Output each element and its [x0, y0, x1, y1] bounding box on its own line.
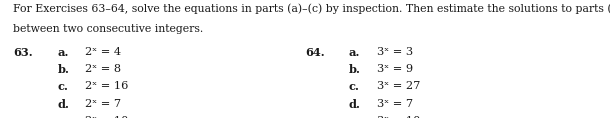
Text: 3ˣ = 10: 3ˣ = 10	[377, 116, 420, 118]
Text: For Exercises 63–64, solve the equations in parts (a)–(c) by inspection. Then es: For Exercises 63–64, solve the equations…	[13, 4, 610, 14]
Text: b.: b.	[57, 64, 69, 75]
Text: 2ˣ = 7: 2ˣ = 7	[85, 99, 121, 109]
Text: 3ˣ = 3: 3ˣ = 3	[377, 47, 413, 57]
Text: between two consecutive integers.: between two consecutive integers.	[13, 24, 204, 34]
Text: 3ˣ = 7: 3ˣ = 7	[377, 99, 413, 109]
Text: 64.: 64.	[305, 47, 325, 58]
Text: 63.: 63.	[13, 47, 33, 58]
Text: c.: c.	[349, 81, 360, 92]
Text: a.: a.	[349, 47, 361, 58]
Text: d.: d.	[349, 99, 361, 110]
Text: d.: d.	[57, 99, 69, 110]
Text: 3ˣ = 27: 3ˣ = 27	[377, 81, 420, 91]
Text: 2ˣ = 4: 2ˣ = 4	[85, 47, 121, 57]
Text: 3ˣ = 9: 3ˣ = 9	[377, 64, 413, 74]
Text: a.: a.	[57, 47, 69, 58]
Text: e.: e.	[349, 116, 360, 118]
Text: b.: b.	[349, 64, 361, 75]
Text: 2ˣ = 16: 2ˣ = 16	[85, 81, 129, 91]
Text: c.: c.	[57, 81, 68, 92]
Text: 2ˣ = 8: 2ˣ = 8	[85, 64, 121, 74]
Text: e.: e.	[57, 116, 68, 118]
Text: 2ˣ = 10: 2ˣ = 10	[85, 116, 129, 118]
